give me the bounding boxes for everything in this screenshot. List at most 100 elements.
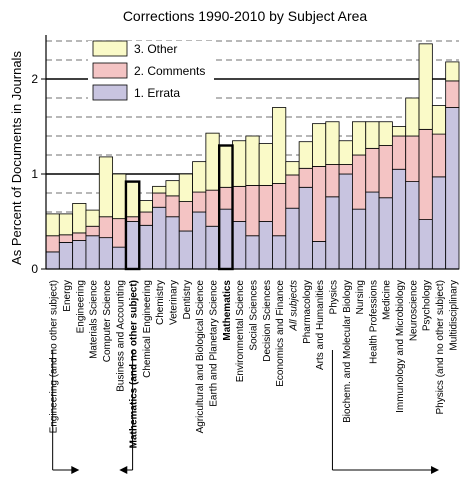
errata-segment — [218, 208, 233, 270]
comments-segment — [391, 135, 407, 170]
x-tick-label: Environmental Science — [235, 280, 246, 383]
other-segment — [45, 213, 60, 237]
errata-segment — [125, 221, 140, 270]
other-segment — [272, 107, 287, 184]
comments-segment — [125, 216, 140, 222]
x-tick-label: Earth and Planetary Science — [209, 280, 220, 407]
x-tick-label: Engineering — [75, 280, 86, 333]
comments-segment — [431, 133, 447, 178]
errata-segment — [298, 186, 313, 270]
comments-segment — [165, 195, 180, 218]
errata-segment — [405, 181, 420, 270]
comments-segment — [152, 192, 167, 208]
other-segment — [192, 161, 207, 193]
other-segment — [325, 121, 340, 165]
comments-segment — [272, 183, 287, 237]
comments-segment — [45, 235, 60, 253]
comments-segment — [298, 167, 313, 188]
axes: 0 1 2 — [31, 35, 459, 276]
x-tick-label: Nursing — [355, 280, 366, 314]
other-segment — [418, 43, 433, 130]
bracket-physics — [331, 350, 440, 474]
y-axis-label: As Percent of Documents in Journals — [9, 51, 24, 265]
chart-title: Corrections 1990-2010 by Subject Area — [123, 8, 368, 24]
other-segment — [218, 145, 233, 188]
x-tick-label: Mathematics — [222, 280, 233, 341]
errata-segment — [431, 176, 447, 270]
x-tick-label: Neuroscience — [408, 280, 419, 342]
errata-segment — [445, 107, 460, 270]
comments-segment — [205, 189, 220, 227]
other-segment — [258, 143, 273, 186]
comments-segment — [352, 154, 367, 210]
bars — [45, 43, 460, 270]
y-tick-label: 1 — [31, 167, 38, 181]
other-segment — [378, 121, 393, 146]
errata-segment — [325, 196, 340, 270]
comments-segment — [258, 184, 273, 222]
y-tick-label: 2 — [31, 72, 38, 86]
x-tick-label: Pharmacology — [302, 280, 313, 344]
comments-segment — [312, 165, 327, 242]
bracket-mathematics — [119, 350, 134, 474]
comments-segment — [418, 128, 433, 221]
errata-segment — [58, 241, 74, 270]
x-tick-label: Immunology and Microbiology — [395, 280, 406, 413]
x-tick-label: Physics (and no other subject) — [435, 280, 446, 415]
other-segment — [285, 161, 300, 176]
bracket-engineering — [52, 350, 80, 474]
other-segment — [125, 181, 140, 218]
other-segment — [312, 123, 327, 167]
x-tick-label: Decision Sciences — [262, 280, 273, 362]
comments-segment — [232, 185, 247, 222]
other-segment — [98, 156, 114, 218]
errata-segment — [192, 211, 207, 270]
errata-segment — [152, 206, 167, 270]
x-tick-labels: Engineering (and no other subject) Energy… — [49, 280, 460, 449]
errata-segment — [72, 240, 87, 270]
errata-segment — [391, 168, 407, 270]
errata-segment — [45, 251, 60, 270]
errata-segment — [312, 241, 327, 270]
errata-segment — [178, 230, 193, 270]
other-segment — [431, 105, 447, 135]
other-segment — [405, 97, 420, 137]
other-segment — [245, 135, 260, 186]
x-tick-label: Dentistry — [182, 280, 193, 319]
comments-segment — [325, 164, 340, 198]
other-segment — [152, 185, 167, 194]
errata-segment — [165, 216, 180, 270]
legend-swatch — [92, 40, 128, 57]
errata-segment — [338, 173, 353, 270]
comments-segment — [112, 218, 127, 248]
other-segment — [58, 213, 74, 236]
errata-segment — [352, 208, 367, 270]
errata-segment — [98, 237, 114, 270]
other-segment — [205, 132, 220, 191]
legend-label: 1. Errata — [134, 86, 180, 100]
other-segment — [352, 121, 367, 156]
x-tick-label: Biochem. and Molecular Biology — [342, 280, 353, 423]
errata-segment — [138, 224, 153, 270]
other-segment — [445, 61, 460, 82]
other-segment — [365, 121, 380, 149]
errata-segment — [112, 246, 127, 270]
errata-segment — [245, 235, 260, 270]
other-segment — [338, 140, 353, 165]
errata-segment — [85, 235, 100, 270]
x-tick-label: Energy — [62, 280, 73, 312]
comments-segment — [285, 174, 300, 209]
other-segment — [85, 209, 100, 227]
other-segment — [72, 203, 87, 234]
other-segment — [391, 126, 407, 137]
range-brackets — [52, 350, 440, 474]
x-tick-label: Psychology — [422, 280, 433, 331]
comments-segment — [365, 147, 380, 193]
other-segment — [178, 173, 193, 202]
errata-segment — [285, 207, 300, 270]
legend-label: 3. Other — [134, 42, 177, 56]
errata-segment — [272, 235, 287, 270]
x-tick-label: Chemical Engineering — [142, 280, 153, 378]
x-tick-label: Business and Accounting — [115, 280, 126, 392]
